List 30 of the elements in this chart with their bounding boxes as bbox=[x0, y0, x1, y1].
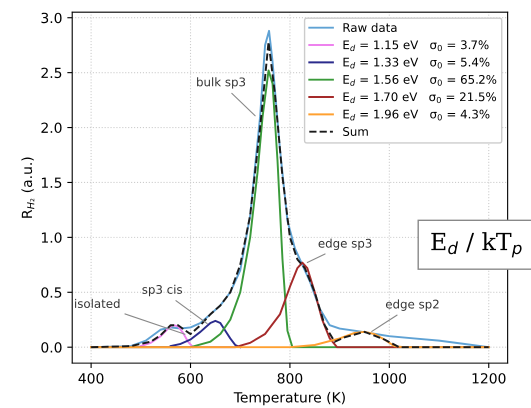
line-series bbox=[170, 320, 242, 348]
line-series bbox=[140, 324, 194, 348]
annotation: E$_{d}$ / kT$_{p}$ bbox=[431, 232, 522, 258]
x-tick-label: 1200 bbox=[472, 373, 506, 384]
y-tick-label: 2.0 bbox=[41, 122, 62, 134]
annotation: sp3 cis bbox=[142, 284, 182, 296]
annotation: isolated bbox=[75, 298, 120, 308]
annotation: edge sp3 bbox=[318, 238, 372, 250]
y-tick-label: 2.5 bbox=[41, 68, 62, 78]
y-tick-label: 3.0 bbox=[41, 12, 62, 24]
y-tick-label: 0.0 bbox=[41, 342, 62, 353]
y-tick-label: 1.0 bbox=[42, 232, 62, 243]
legend-label: E$_{d}$ = 1.70 eV σ$_{0}$ = 21.5% bbox=[344, 92, 496, 104]
annotation: edge sp2 bbox=[386, 299, 439, 311]
x-tick-label: 1000 bbox=[373, 373, 406, 384]
x-tick-label: 800 bbox=[278, 373, 302, 384]
x-tick-label: 600 bbox=[178, 373, 203, 384]
y-axis-title: R$_{H₂}$ (a.u.) bbox=[21, 157, 34, 218]
annotation: bulk sp3 bbox=[197, 77, 246, 89]
legend-label: E$_{d}$ = 1.96 eV σ$_{0}$ = 4.3% bbox=[344, 110, 490, 120]
legend-label: Raw data bbox=[344, 22, 396, 32]
x-axis-title: Temperature (K) bbox=[234, 392, 345, 406]
y-tick-label: 0.5 bbox=[41, 287, 62, 298]
legend-label: E$_{d}$ = 1.33 eV σ$_{0}$ = 5.4% bbox=[344, 58, 490, 68]
legend-label: E$_{d}$ = 1.56 eV σ$_{0}$ = 65.2% bbox=[344, 74, 496, 86]
line-series bbox=[90, 330, 490, 348]
y-tick-label: 1.5 bbox=[42, 178, 62, 188]
legend-label: Sum bbox=[343, 127, 368, 136]
x-tick-label: 400 bbox=[78, 373, 104, 384]
legend-label: E$_{d}$ = 1.15 eV σ$_{0}$ = 3.7% bbox=[344, 40, 489, 52]
